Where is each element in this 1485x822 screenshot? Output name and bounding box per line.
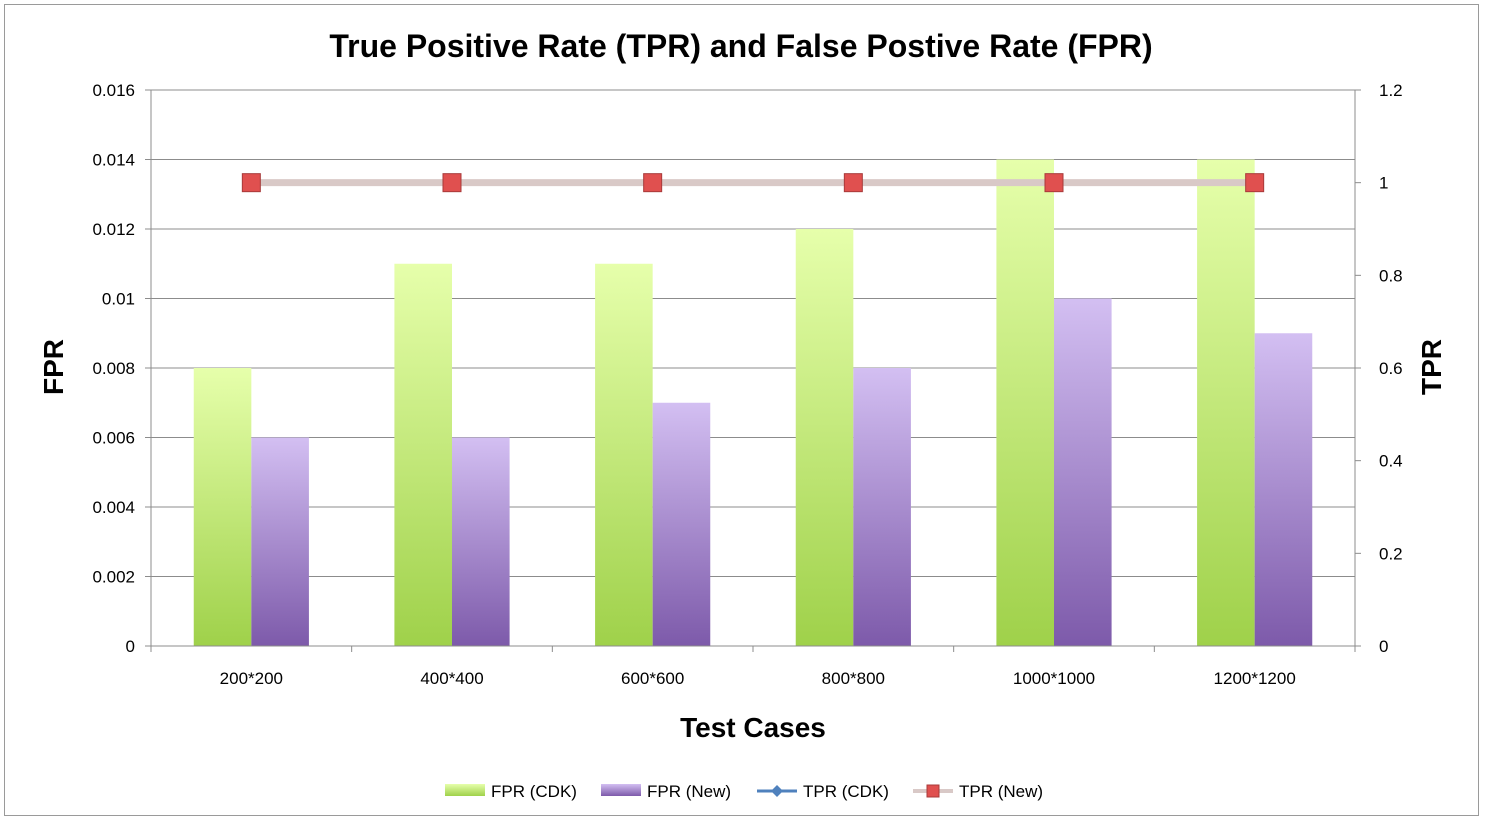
y-tick-label: 0.004	[92, 498, 135, 517]
marker-tpr-new-	[843, 173, 863, 193]
y-tick-label: 0.012	[92, 220, 135, 239]
legend-label: FPR (CDK)	[491, 782, 577, 801]
legend-label: TPR (New)	[959, 782, 1043, 801]
marker-tpr-new-	[1245, 173, 1265, 193]
chart-svg: True Positive Rate (TPR) and False Posti…	[38, 28, 1447, 801]
bar-series	[193, 159, 1313, 646]
y2-tick-label: 1.2	[1379, 81, 1403, 100]
x-tick-label: 1000*1000	[1013, 669, 1095, 688]
bar-fpr-cdk-	[595, 263, 653, 646]
legend-item-fpr-new-: FPR (New)	[601, 782, 731, 801]
bar-fpr-cdk-	[394, 263, 452, 646]
marker-tpr-new-	[442, 173, 462, 193]
x-tick-label: 800*800	[822, 669, 885, 688]
legend-swatch	[445, 784, 485, 796]
y-tick-label: 0.01	[102, 290, 135, 309]
legend-swatch	[601, 784, 641, 796]
bar-fpr-new-	[1254, 333, 1313, 646]
y2-tick-label: 0.8	[1379, 266, 1403, 285]
chart-frame: True Positive Rate (TPR) and False Posti…	[4, 4, 1479, 816]
legend-item-tpr-new-: TPR (New)	[913, 782, 1043, 801]
x-tick-label: 1200*1200	[1214, 669, 1296, 688]
y2-axis-title: TPR	[1416, 339, 1447, 395]
legend-item-fpr-cdk-: FPR (CDK)	[445, 782, 577, 801]
x-axis-ticks: 200*200 400*400 600*600 800*800 1000*1000 120…	[220, 669, 1296, 688]
gridlines	[151, 89, 1355, 577]
legend-marker	[926, 784, 940, 798]
y-tick-label: 0.002	[92, 568, 135, 587]
bar-fpr-cdk-	[193, 368, 252, 646]
y2-axis-ticks: 0 0.2 0.4 0.6 0.8 1 1.2	[1379, 81, 1403, 656]
bar-fpr-new-	[251, 437, 309, 646]
y2-tick-label: 0.4	[1379, 452, 1403, 471]
chart-title: True Positive Rate (TPR) and False Posti…	[329, 28, 1152, 64]
marker-tpr-new-	[1044, 173, 1064, 193]
y-tick-label: 0.008	[92, 359, 135, 378]
bar-fpr-cdk-	[996, 159, 1054, 646]
y2-tick-label: 1	[1379, 174, 1388, 193]
legend-label: FPR (New)	[647, 782, 731, 801]
x-axis-title: Test Cases	[680, 712, 826, 743]
bar-fpr-new-	[452, 437, 510, 646]
legend-item-tpr-cdk-: TPR (CDK)	[757, 782, 889, 801]
y-tick-label: 0.016	[92, 81, 135, 100]
legend-marker	[771, 785, 783, 797]
marker-tpr-new-	[643, 173, 663, 193]
y-axis-ticks: 0 0.002 0.004 0.006 0.008 0.01 0.012 0.014 0.016	[92, 81, 135, 656]
y-axis-title: FPR	[38, 339, 69, 395]
bar-fpr-cdk-	[1197, 159, 1255, 646]
line-series	[241, 173, 1265, 193]
bar-fpr-cdk-	[795, 229, 854, 646]
y2-tick-label: 0.2	[1379, 544, 1403, 563]
bar-fpr-new-	[652, 402, 711, 646]
x-tick-label: 200*200	[220, 669, 283, 688]
legend: FPR (CDK) FPR (New) TPR (CDK) TPR (New)	[445, 782, 1043, 801]
x-tick-label: 400*400	[420, 669, 483, 688]
y2-tick-label: 0.6	[1379, 359, 1403, 378]
bar-fpr-new-	[853, 368, 911, 646]
legend-label: TPR (CDK)	[803, 782, 889, 801]
x-tick-label: 600*600	[621, 669, 684, 688]
y2-tick-label: 0	[1379, 637, 1388, 656]
y-tick-label: 0.006	[92, 429, 135, 448]
y-tick-label: 0.014	[92, 151, 135, 170]
bar-fpr-new-	[1054, 298, 1112, 646]
marker-tpr-new-	[241, 173, 261, 193]
axes	[145, 89, 1361, 652]
y-tick-label: 0	[126, 637, 135, 656]
